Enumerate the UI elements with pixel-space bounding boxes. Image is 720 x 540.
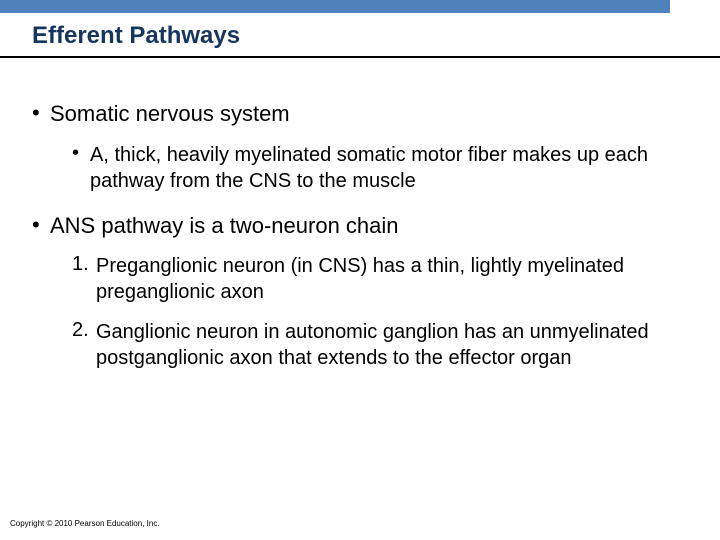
bullet-marker: •	[32, 100, 50, 126]
copyright-text: Copyright © 2010 Pearson Education, Inc.	[10, 519, 160, 528]
number-label: 1.	[72, 253, 96, 276]
numbered-text: Ganglionic neuron in autonomic ganglion …	[96, 319, 688, 371]
numbered-text: Preganglionic neuron (in CNS) has a thin…	[96, 253, 688, 305]
bullet-marker: •	[32, 212, 50, 238]
title-underline	[0, 56, 720, 58]
bullet-marker: •	[72, 142, 90, 165]
bullet-level1: • ANS pathway is a two-neuron chain 1. P…	[32, 212, 688, 372]
bullet-text: A, thick, heavily myelinated somatic mot…	[90, 142, 688, 194]
number-label: 2.	[72, 319, 96, 342]
slide-title: Efferent Pathways	[32, 22, 240, 50]
bullet-level1: • Somatic nervous system • A, thick, hea…	[32, 100, 688, 194]
bullet-level2: • A, thick, heavily myelinated somatic m…	[72, 142, 688, 194]
bullet-text: Somatic nervous system	[50, 100, 688, 128]
slide-body: • Somatic nervous system • A, thick, hea…	[32, 100, 688, 389]
numbered-item: 2. Ganglionic neuron in autonomic gangli…	[72, 319, 688, 371]
top-accent-bar	[0, 0, 670, 13]
slide: Efferent Pathways • Somatic nervous syst…	[0, 0, 720, 540]
bullet-text: ANS pathway is a two-neuron chain	[50, 212, 688, 240]
numbered-item: 1. Preganglionic neuron (in CNS) has a t…	[72, 253, 688, 305]
